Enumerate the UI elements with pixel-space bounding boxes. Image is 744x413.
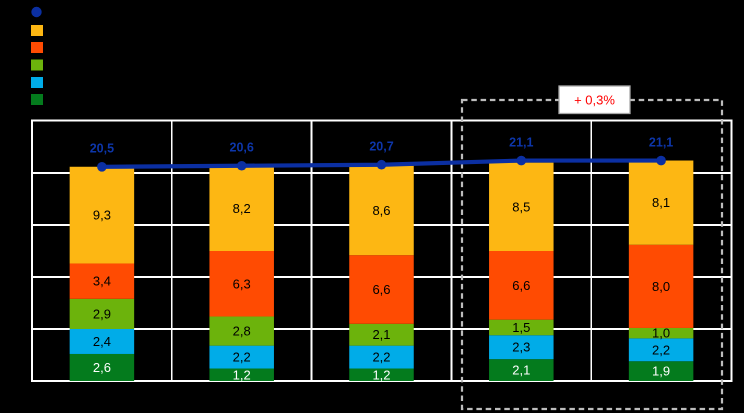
svg-text:1,9: 1,9 xyxy=(652,364,670,379)
svg-text:3,4: 3,4 xyxy=(93,274,111,289)
svg-text:20,6: 20,6 xyxy=(230,141,254,155)
svg-text:20,5: 20,5 xyxy=(90,142,114,156)
svg-text:+ 0,3%: + 0,3% xyxy=(574,93,615,108)
svg-text:1,0: 1,0 xyxy=(652,326,670,341)
svg-text:8,2: 8,2 xyxy=(233,201,251,216)
svg-text:1,2: 1,2 xyxy=(233,367,251,382)
svg-text:2,3: 2,3 xyxy=(512,340,530,355)
svg-text:6,3: 6,3 xyxy=(233,276,251,291)
svg-text:2,4: 2,4 xyxy=(93,334,111,349)
svg-text:2,2: 2,2 xyxy=(233,350,251,365)
svg-text:1,2: 1,2 xyxy=(372,367,390,382)
svg-text:1,5: 1,5 xyxy=(512,320,530,335)
svg-text:2,6: 2,6 xyxy=(93,360,111,375)
svg-text:2,9: 2,9 xyxy=(93,306,111,321)
svg-text:21,1: 21,1 xyxy=(649,135,673,149)
svg-text:2,1: 2,1 xyxy=(512,363,530,378)
svg-text:8,1: 8,1 xyxy=(652,195,670,210)
svg-text:2,2: 2,2 xyxy=(652,342,670,357)
svg-text:8,5: 8,5 xyxy=(512,199,530,214)
svg-text:8,0: 8,0 xyxy=(652,279,670,294)
svg-text:9,3: 9,3 xyxy=(93,208,111,223)
svg-text:2,2: 2,2 xyxy=(372,350,390,365)
svg-text:8,6: 8,6 xyxy=(372,203,390,218)
svg-text:6,6: 6,6 xyxy=(372,282,390,297)
svg-text:6,6: 6,6 xyxy=(512,278,530,293)
svg-text:21,1: 21,1 xyxy=(509,135,533,149)
svg-text:2,1: 2,1 xyxy=(372,327,390,342)
svg-text:2,8: 2,8 xyxy=(233,324,251,339)
svg-text:20,7: 20,7 xyxy=(369,139,393,153)
